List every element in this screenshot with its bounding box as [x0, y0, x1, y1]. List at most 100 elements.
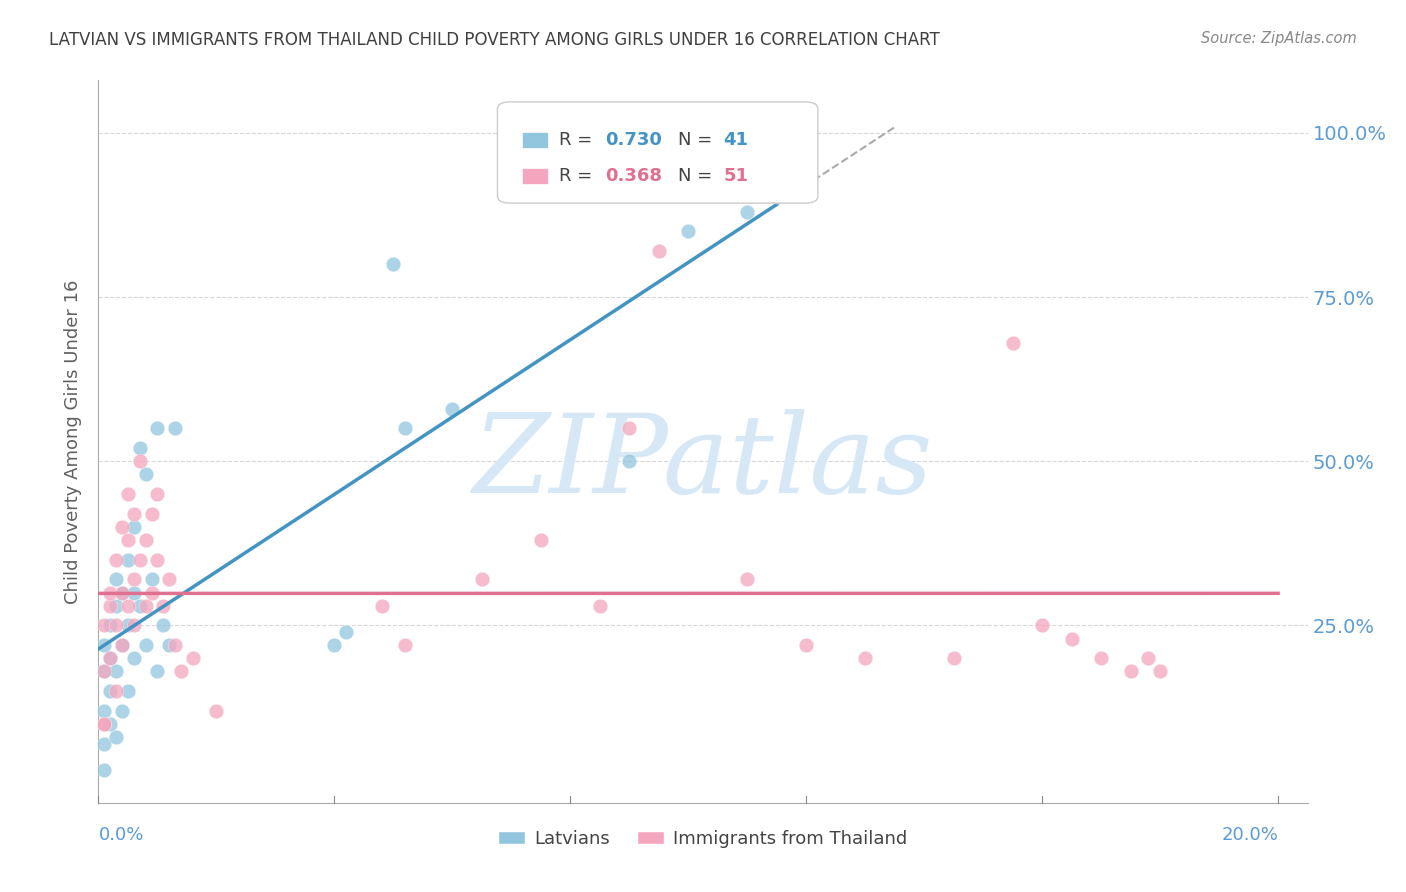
Text: 0.0%: 0.0% — [98, 826, 143, 844]
Point — [619, 454, 641, 468]
Text: 0.368: 0.368 — [605, 168, 662, 186]
Point — [141, 585, 163, 599]
Point — [152, 599, 174, 613]
Point — [117, 487, 139, 501]
Point — [122, 618, 145, 632]
Point — [105, 599, 128, 613]
Point — [93, 618, 115, 632]
Point — [1060, 632, 1083, 646]
Text: 51: 51 — [724, 168, 748, 186]
Point — [735, 204, 758, 219]
Point — [98, 618, 121, 632]
Text: Source: ZipAtlas.com: Source: ZipAtlas.com — [1201, 31, 1357, 46]
Point — [441, 401, 464, 416]
Point — [128, 454, 150, 468]
Point — [128, 441, 150, 455]
Point — [146, 553, 169, 567]
Point — [205, 704, 228, 718]
Point — [157, 638, 180, 652]
Point — [1137, 651, 1160, 665]
Point — [128, 599, 150, 613]
Point — [170, 665, 193, 679]
Point — [165, 421, 187, 435]
Point — [122, 573, 145, 587]
Point — [1090, 651, 1112, 665]
Point — [105, 730, 128, 744]
Point — [135, 638, 157, 652]
Point — [146, 665, 169, 679]
Point — [93, 717, 115, 731]
Text: ZIPatlas: ZIPatlas — [472, 409, 934, 517]
Point — [678, 224, 700, 238]
Point — [93, 704, 115, 718]
Point — [117, 618, 139, 632]
Point — [471, 573, 494, 587]
Point — [141, 507, 163, 521]
Point — [589, 599, 612, 613]
Point — [942, 651, 965, 665]
Point — [146, 487, 169, 501]
Point — [111, 638, 134, 652]
Text: R =: R = — [560, 168, 598, 186]
Y-axis label: Child Poverty Among Girls Under 16: Child Poverty Among Girls Under 16 — [63, 279, 82, 604]
Text: R =: R = — [560, 131, 598, 149]
Point — [93, 665, 115, 679]
Point — [794, 638, 817, 652]
Point — [157, 573, 180, 587]
Point — [135, 533, 157, 547]
Text: N =: N = — [678, 131, 717, 149]
Legend: Latvians, Immigrants from Thailand: Latvians, Immigrants from Thailand — [491, 822, 915, 855]
Point — [394, 421, 416, 435]
Point — [98, 651, 121, 665]
Point — [93, 763, 115, 777]
Point — [117, 533, 139, 547]
Point — [105, 618, 128, 632]
Point — [122, 507, 145, 521]
Point — [98, 585, 121, 599]
Point — [1119, 665, 1142, 679]
Point — [105, 684, 128, 698]
Point — [394, 638, 416, 652]
Point — [93, 665, 115, 679]
Point — [382, 257, 405, 271]
Point — [93, 717, 115, 731]
Point — [181, 651, 204, 665]
Point — [530, 533, 553, 547]
Point — [98, 651, 121, 665]
Point — [141, 573, 163, 587]
Point — [117, 684, 139, 698]
Point — [122, 585, 145, 599]
FancyBboxPatch shape — [498, 102, 818, 203]
Point — [1001, 336, 1024, 351]
Point — [111, 638, 134, 652]
Point — [128, 553, 150, 567]
Point — [111, 520, 134, 534]
Point — [93, 737, 115, 751]
Point — [619, 421, 641, 435]
Point — [765, 145, 787, 160]
Point — [1149, 665, 1171, 679]
Point — [105, 665, 128, 679]
Text: 20.0%: 20.0% — [1222, 826, 1278, 844]
Point — [93, 638, 115, 652]
Point — [111, 704, 134, 718]
Point — [146, 421, 169, 435]
Point — [98, 684, 121, 698]
Point — [122, 520, 145, 534]
Bar — [522, 169, 548, 185]
Point — [111, 585, 134, 599]
Text: N =: N = — [678, 168, 717, 186]
Point — [117, 553, 139, 567]
Point — [105, 573, 128, 587]
Text: 0.730: 0.730 — [605, 131, 662, 149]
Point — [117, 599, 139, 613]
Point — [853, 651, 876, 665]
Point — [152, 618, 174, 632]
Point — [111, 585, 134, 599]
Point — [735, 573, 758, 587]
Point — [122, 651, 145, 665]
Point — [648, 244, 671, 258]
Point — [135, 599, 157, 613]
Text: 41: 41 — [724, 131, 748, 149]
Point — [323, 638, 346, 652]
